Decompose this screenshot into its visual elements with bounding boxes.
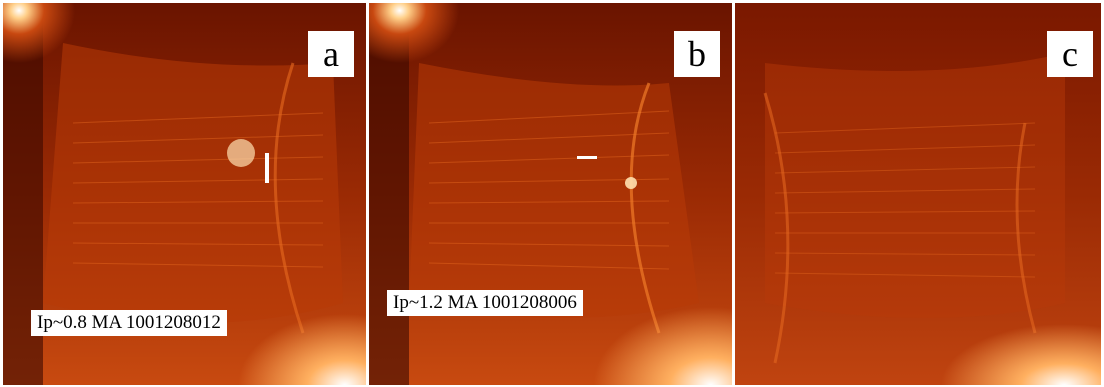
panel-a-caption: Ip~0.8 MA 1001208012 bbox=[31, 310, 227, 336]
panel-a-label: a bbox=[308, 31, 354, 77]
panel-c-label: c bbox=[1047, 31, 1093, 77]
panel-c: c bbox=[735, 3, 1101, 385]
panel-c-image bbox=[735, 3, 1101, 385]
panel-b: b Ip~1.2 MA 1001208006 bbox=[369, 3, 732, 385]
panel-b-caption: Ip~1.2 MA 1001208006 bbox=[387, 290, 583, 316]
panel-a-image bbox=[3, 3, 366, 385]
panel-a: a Ip~0.8 MA 1001208012 bbox=[3, 3, 366, 385]
panel-b-label: b bbox=[674, 31, 720, 77]
